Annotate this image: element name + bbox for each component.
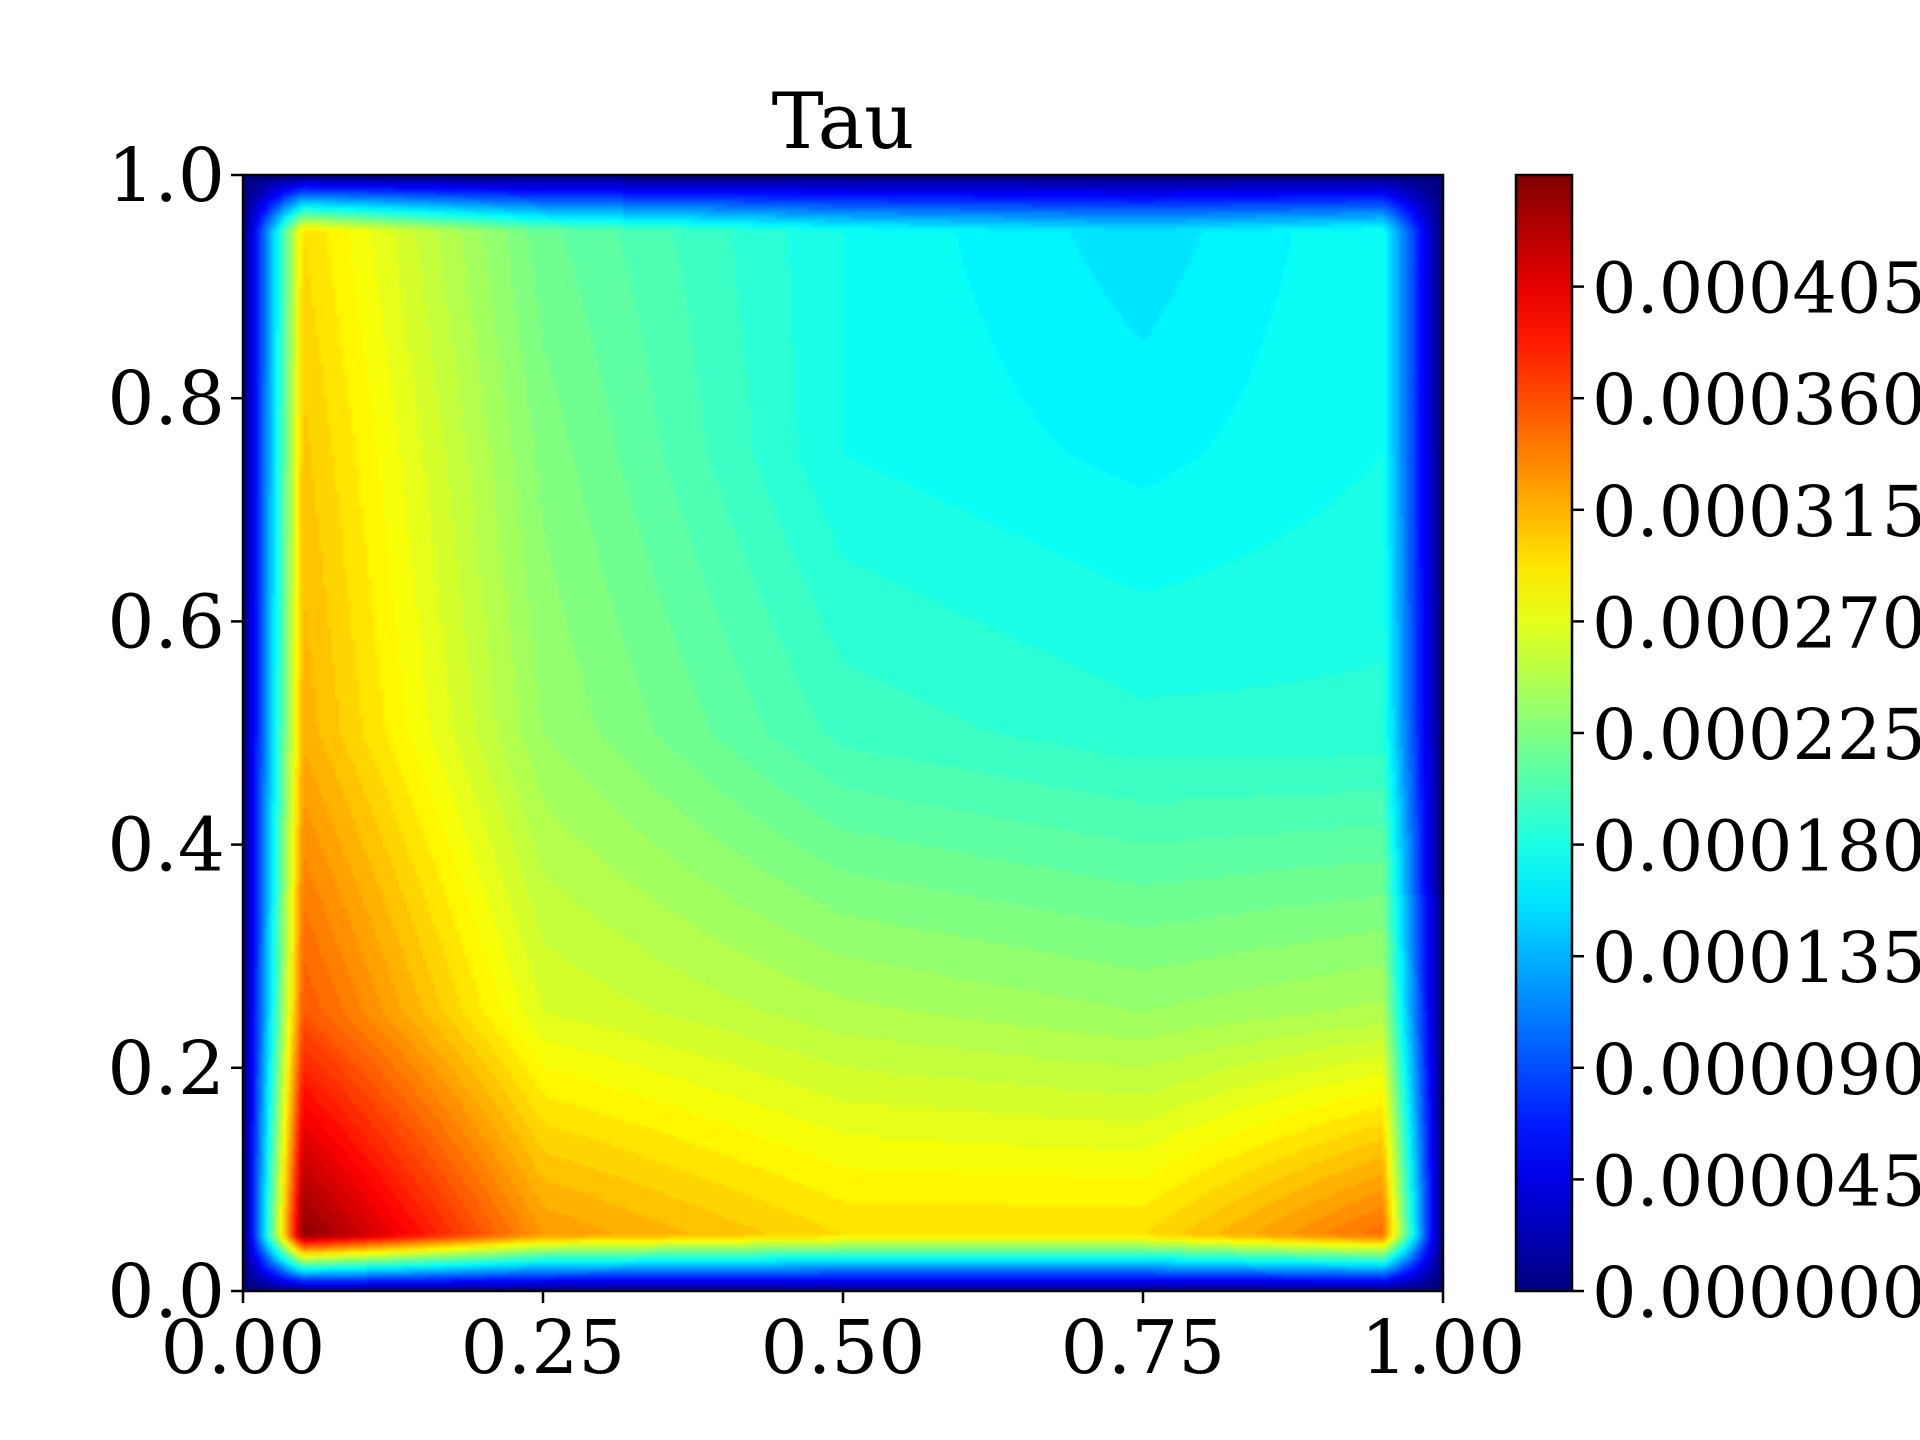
chart-title: Tau xyxy=(772,77,915,167)
colorbar-tick-label: 0.000360 xyxy=(1592,359,1920,441)
colorbar: 0.000000 0.000045 0.000090 0.000135 0.000180… xyxy=(1514,173,1920,1334)
colorbar-tick-label: 0.000000 xyxy=(1592,1252,1920,1334)
colorbar-tick-label: 0.000135 xyxy=(1592,917,1920,999)
colorbar-tick-label: 0.000405 xyxy=(1592,248,1920,330)
colorbar-gradient xyxy=(1516,175,1572,1291)
y-tick-label: 0.6 xyxy=(107,579,225,665)
y-tick-label: 1.0 xyxy=(107,133,225,219)
x-tick-label: 0.50 xyxy=(761,1305,926,1391)
y-tick-label: 0.4 xyxy=(107,803,225,889)
colorbar-tick-label: 0.000225 xyxy=(1592,694,1920,776)
x-tick-label: 1.00 xyxy=(1361,1305,1526,1391)
x-axis: 0.00 0.25 0.50 0.75 1.00 xyxy=(161,1291,1526,1391)
y-tick-label: 0.8 xyxy=(107,356,225,442)
colorbar-ticks: 0.000000 0.000045 0.000090 0.000135 0.000180… xyxy=(1572,248,1920,1334)
heatmap-field xyxy=(243,175,1443,1291)
plot-area xyxy=(241,173,1445,1293)
colorbar-tick-label: 0.000315 xyxy=(1592,471,1920,553)
colorbar-tick-label: 0.000045 xyxy=(1592,1140,1920,1222)
y-axis: 0.0 0.2 0.4 0.6 0.8 1.0 xyxy=(107,133,243,1335)
y-tick-label: 0.0 xyxy=(107,1249,225,1335)
y-tick-label: 0.2 xyxy=(107,1026,225,1112)
x-tick-label: 0.75 xyxy=(1061,1305,1226,1391)
x-tick-label: 0.25 xyxy=(461,1305,626,1391)
colorbar-tick-label: 0.000270 xyxy=(1592,582,1920,664)
colorbar-tick-label: 0.000090 xyxy=(1592,1029,1920,1111)
colorbar-tick-label: 0.000180 xyxy=(1592,806,1920,888)
x-tick-label: 0.00 xyxy=(161,1305,326,1391)
